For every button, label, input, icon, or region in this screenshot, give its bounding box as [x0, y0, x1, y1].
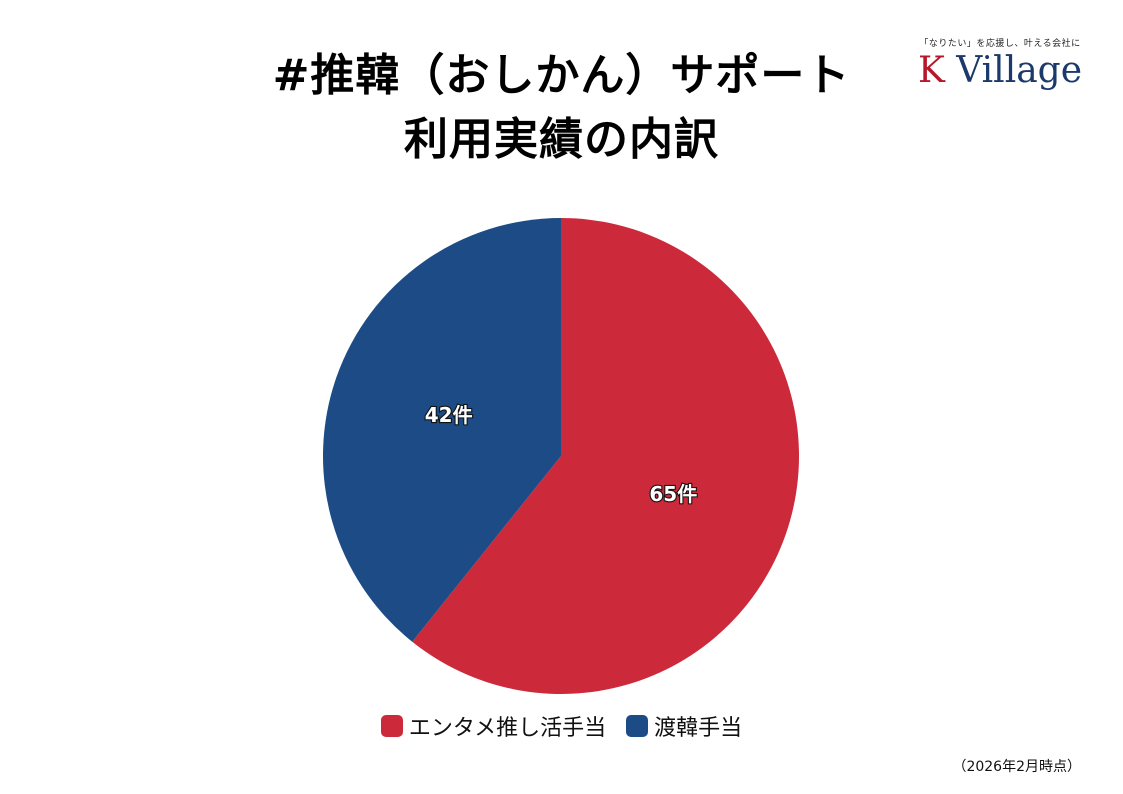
pie-slice-entame [412, 218, 800, 695]
logo-wordmark: K Village [905, 51, 1095, 91]
legend-label-tokan: 渡韓手当 [654, 716, 743, 741]
legend-label-entame: エンタメ推し活手当 [408, 716, 607, 741]
footnote-date: （2026年2月時点） [952, 759, 1081, 775]
data-label-entame: 65件 [649, 482, 697, 506]
logo-k: K [917, 50, 945, 91]
chart-legend: エンタメ推し活手当 渡韓手当 [0, 710, 1123, 742]
legend-swatch-blue [626, 715, 649, 737]
legend-swatch-red [380, 715, 403, 737]
data-label-tokan: 42件 [425, 403, 473, 427]
legend-item-entame: エンタメ推し活手当 [380, 710, 607, 742]
logo-tagline: 「なりたい」を応援し、叶える会社に [919, 39, 1081, 49]
chart-title-line-2: 利用実績の内訳 [404, 114, 719, 165]
k-village-logo: 「なりたい」を応援し、叶える会社に K Village [905, 36, 1095, 91]
chart-title-line-1: #推韓（おしかん）サポート [272, 50, 851, 101]
legend-item-tokan: 渡韓手当 [626, 710, 742, 742]
pie-slice-tokan [323, 218, 561, 642]
logo-village: Village [944, 50, 1083, 91]
